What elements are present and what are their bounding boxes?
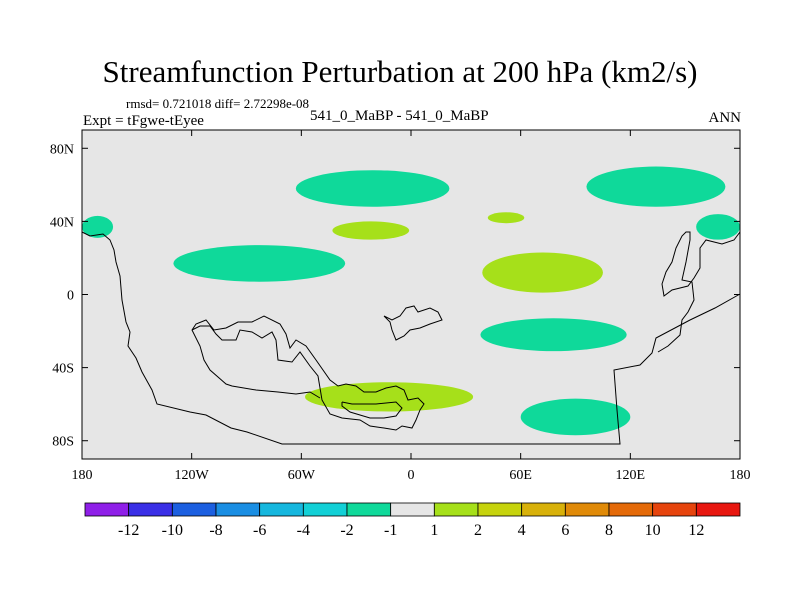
anomaly-contour-1 (586, 166, 726, 207)
colorbar-swatch (608, 502, 654, 517)
colorbar-label: 6 (561, 522, 569, 539)
colorbar-swatch (695, 502, 741, 517)
anomaly-contour-6 (520, 398, 631, 436)
colorbar-swatch (521, 502, 566, 517)
colorbar-label: 2 (474, 522, 482, 539)
experiment-label: Expt = tFgwe-tEyee (83, 113, 204, 129)
y-tick-label: 40N (50, 215, 74, 230)
colorbar-label: -8 (209, 522, 222, 539)
colorbar-swatch (652, 502, 697, 517)
anomaly-contour-7 (332, 221, 410, 240)
anomaly-contour-3 (82, 215, 114, 238)
anomaly-contour-10 (304, 382, 474, 412)
coastline-north-america (657, 231, 741, 353)
coastline-antarctica (341, 401, 403, 419)
y-tick-label: 40S (52, 362, 74, 377)
y-tick-label: 80N (50, 142, 74, 157)
chart-title: Streamfunction Perturbation at 200 hPa (… (102, 54, 698, 89)
x-tick-label: 60E (509, 468, 532, 483)
anomaly-contour-5 (480, 318, 627, 352)
x-tick-label: 60W (288, 468, 316, 483)
case-label: 541_0_MaBP - 541_0_MaBP (310, 108, 489, 124)
colorbar-label: 10 (645, 522, 661, 539)
colorbar-swatch (390, 502, 435, 517)
colorbar-label: 8 (605, 522, 613, 539)
colorbar: -12 -10 -8 -6 -4 -2 -1 1 2 4 6 8 10 12 (84, 502, 741, 539)
rmsd-label: rmsd= 0.721018 diff= 2.72298e-08 (126, 96, 310, 111)
x-tick-label: 180 (730, 468, 751, 483)
season-label: ANN (708, 110, 742, 126)
anomaly-layer (82, 166, 740, 436)
colorbar-swatch (346, 502, 392, 517)
x-tick-label: 120E (616, 468, 646, 483)
anomaly-contour-2 (696, 214, 740, 240)
colorbar-swatch (128, 502, 173, 517)
y-tick-label: 0 (67, 289, 74, 304)
colorbar-swatch (433, 502, 479, 517)
colorbar-swatch (302, 502, 348, 517)
anomaly-contour-8 (487, 212, 525, 224)
axis-ticks: 180 120W 60W 0 60E 120E 180 80N 40N 0 40S 80S (50, 130, 751, 483)
coastline-africa (191, 315, 425, 431)
colorbar-label: -1 (384, 522, 397, 539)
coastline-island (383, 305, 443, 341)
anomaly-contour-0 (295, 170, 450, 207)
colorbar-swatch (171, 502, 217, 517)
colorbar-label: -4 (297, 522, 310, 539)
y-tick-label: 80S (52, 435, 74, 450)
x-tick-label: 120W (175, 468, 210, 483)
anomaly-contour-9 (482, 252, 603, 293)
colorbar-label: -2 (340, 522, 353, 539)
colorbar-label: -6 (253, 522, 266, 539)
colorbar-label: -10 (162, 522, 183, 539)
colorbar-swatch (259, 502, 304, 517)
x-tick-label: 180 (72, 468, 93, 483)
coastlines (81, 231, 741, 445)
colorbar-swatch (477, 502, 523, 517)
colorbar-swatch (215, 502, 261, 517)
colorbar-label: -12 (118, 522, 139, 539)
coastline-south-america (81, 231, 741, 445)
colorbar-label: 4 (518, 522, 526, 539)
colorbar-label: 1 (430, 522, 438, 539)
colorbar-swatch (84, 502, 130, 517)
x-tick-label: 0 (408, 468, 415, 483)
anomaly-contour-4 (173, 245, 346, 282)
colorbar-swatch (564, 502, 610, 517)
colorbar-label: 12 (688, 522, 704, 539)
